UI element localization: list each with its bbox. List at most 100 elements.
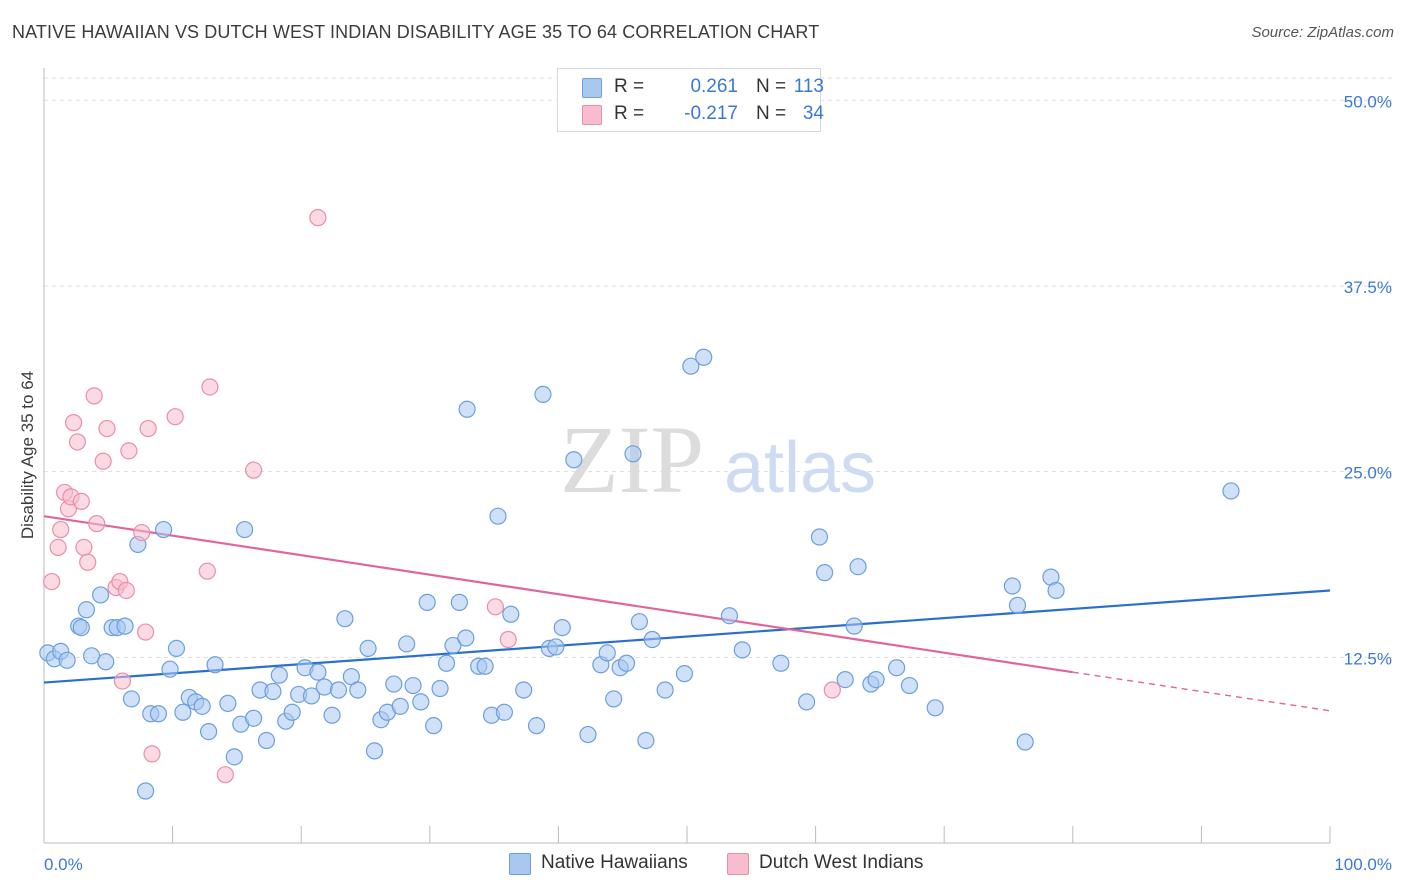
native-hawaiians-point <box>836 671 854 689</box>
dutch-west-indians-point <box>64 414 83 432</box>
native-hawaiians-point <box>200 722 218 741</box>
native-hawaiians-point <box>323 706 341 724</box>
x-tick-label: 100.0% <box>1334 855 1392 874</box>
y-tick-label: 50.0% <box>1344 92 1392 111</box>
dutch-west-indians-point <box>43 572 61 591</box>
native-hawaiians-point <box>1003 577 1021 595</box>
legend-swatch-pink <box>582 105 602 125</box>
native-hawaiians-point <box>695 348 713 366</box>
dutch-west-indians-point <box>499 630 517 649</box>
y-tick-label: 25.0% <box>1344 464 1392 483</box>
native-hawaiians-point <box>1222 482 1240 500</box>
r-label: R = <box>614 76 645 97</box>
native-hawaiians-point <box>264 682 282 701</box>
watermark: ZIP atlas <box>560 406 876 513</box>
native-hawaiians-trend-line <box>43 589 1331 684</box>
legend-label: Dutch West Indians <box>759 852 924 873</box>
dutch-west-indians-point <box>823 681 841 699</box>
dutch-west-indians-point <box>113 672 132 690</box>
n-value: 113 <box>793 76 824 97</box>
native-hawaiians-point <box>900 676 919 695</box>
native-hawaiians-point <box>72 619 90 637</box>
x-tick-label: 0.0% <box>44 855 83 874</box>
r-value: 0.261 <box>690 76 738 97</box>
native-hawaiians-point <box>682 357 700 375</box>
native-hawaiians-point <box>236 520 254 539</box>
legend-swatch-blue <box>582 78 602 98</box>
native-hawaiians-point <box>810 528 829 546</box>
dutch-west-indians-point <box>88 515 106 533</box>
native-hawaiians-point <box>1008 596 1027 614</box>
native-hawaiians-point <box>309 663 327 681</box>
native-hawaiians-point <box>116 617 134 635</box>
dutch-west-indians-point <box>52 520 70 539</box>
native-hawaiians-point <box>91 586 110 604</box>
native-hawaiians-point <box>174 703 192 721</box>
scatter-points <box>39 209 1240 800</box>
tick-labels: 12.5% 25.0% 37.5% 50.0% 0.0% 100.0% <box>44 92 1392 874</box>
native-hawaiians-point <box>617 654 636 672</box>
r-value: -0.217 <box>684 103 738 124</box>
native-hawaiians-point <box>527 717 546 735</box>
native-hawaiians-point <box>495 703 513 721</box>
native-hawaiians-point <box>425 717 443 735</box>
native-hawaiians-point <box>391 697 409 715</box>
native-hawaiians-point <box>888 659 906 677</box>
native-hawaiians-point <box>349 681 367 699</box>
native-hawaiians-point <box>630 613 649 631</box>
dutch-west-indians-point <box>120 442 138 460</box>
dutch-west-indians-point <box>133 523 151 542</box>
dutch-west-indians-point <box>68 433 87 451</box>
native-hawaiians-point <box>412 693 430 711</box>
native-hawaiians-point <box>489 507 507 525</box>
native-hawaiians-point <box>206 656 224 674</box>
native-hawaiians-point <box>257 731 276 750</box>
native-hawaiians-point <box>457 629 475 647</box>
dutch-west-indians-point <box>486 598 504 616</box>
native-hawaiians-point <box>336 610 354 628</box>
native-hawaiians-point <box>161 660 179 678</box>
native-hawaiians-point <box>225 748 243 766</box>
native-hawaiians-point <box>605 690 623 708</box>
native-hawaiians-point <box>624 445 642 463</box>
native-hawaiians-point <box>359 639 377 658</box>
y-tick-label: 12.5% <box>1344 649 1392 668</box>
dutch-west-indians-point <box>75 538 93 556</box>
native-hawaiians-point <box>398 635 416 653</box>
native-hawaiians-point <box>167 639 186 658</box>
legend-swatch-pink <box>727 853 749 875</box>
native-hawaiians-point <box>458 400 476 418</box>
axes <box>43 68 1331 844</box>
native-hawaiians-point <box>77 601 96 619</box>
trend-lines <box>43 515 1331 712</box>
native-hawaiians-point <box>476 657 494 675</box>
source-label: Source: ZipAtlas.com <box>1251 24 1394 41</box>
native-hawaiians-point <box>365 742 384 760</box>
native-hawaiians-point <box>849 558 867 576</box>
native-hawaiians-point <box>1016 733 1034 751</box>
series-legend: Native Hawaiians Dutch West Indians <box>0 852 1406 878</box>
dutch-west-indians-point <box>143 745 161 763</box>
dutch-west-indians-point <box>245 461 263 479</box>
native-hawaiians-point <box>450 593 468 611</box>
native-hawaiians-point <box>122 690 141 708</box>
y-axis-label: Disability Age 35 to 64 <box>18 370 37 540</box>
dutch-west-indians-point <box>309 209 327 227</box>
native-hawaiians-point <box>385 675 403 693</box>
native-hawaiians-point <box>515 681 533 699</box>
native-hawaiians-point <box>302 687 321 705</box>
dutch-west-indians-trend-line-extension <box>1072 671 1331 712</box>
native-hawaiians-point <box>418 593 436 611</box>
native-hawaiians-point <box>547 638 565 656</box>
native-hawaiians-point <box>154 520 173 539</box>
dutch-west-indians-point <box>198 562 216 580</box>
native-hawaiians-point <box>404 676 422 695</box>
native-hawaiians-point <box>579 725 597 744</box>
dutch-west-indians-point <box>98 419 116 438</box>
n-value: 34 <box>802 103 824 124</box>
native-hawaiians-point <box>58 651 76 669</box>
native-hawaiians-point <box>656 681 674 699</box>
native-hawaiians-point <box>598 644 616 662</box>
native-hawaiians-point <box>816 564 834 582</box>
